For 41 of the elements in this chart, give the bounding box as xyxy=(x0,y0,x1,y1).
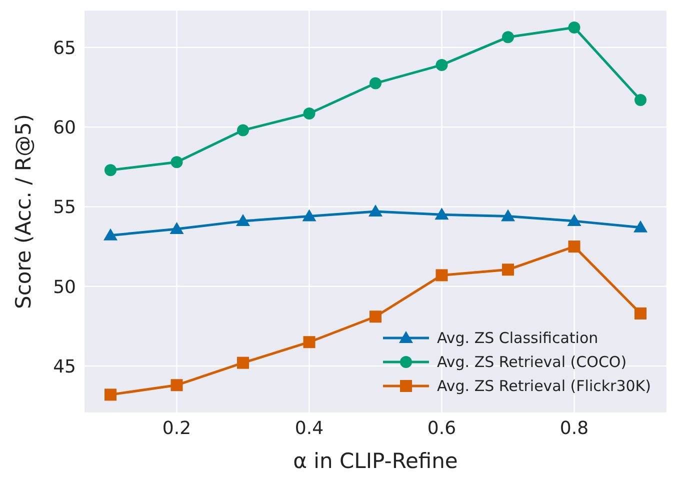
x-tick-label: 0.2 xyxy=(162,418,192,439)
point xyxy=(502,31,514,44)
point xyxy=(568,22,580,34)
y-tick-label: 65 xyxy=(53,38,76,59)
point xyxy=(303,336,316,348)
point xyxy=(237,124,249,136)
point xyxy=(303,108,316,120)
y-tick-label: 55 xyxy=(53,197,76,218)
point xyxy=(436,58,448,71)
point xyxy=(568,240,580,253)
point xyxy=(236,214,250,226)
x-tick-label: 0.4 xyxy=(294,418,324,439)
point xyxy=(170,379,183,392)
y-tick-label: 45 xyxy=(53,356,76,378)
x-tick-label: 0.8 xyxy=(560,418,589,439)
point xyxy=(104,228,118,240)
point xyxy=(237,356,249,369)
point xyxy=(302,209,316,222)
point xyxy=(634,220,648,232)
point xyxy=(370,77,382,90)
point xyxy=(634,94,646,106)
point xyxy=(104,164,116,176)
point xyxy=(104,388,116,401)
y-tick-label: 60 xyxy=(53,117,76,138)
point xyxy=(370,310,382,323)
point xyxy=(434,208,449,220)
x-axis-title: α in CLIP-Refine xyxy=(293,449,458,473)
point xyxy=(170,222,184,234)
point xyxy=(501,209,515,222)
point xyxy=(436,269,448,282)
point xyxy=(502,264,514,276)
legend-label: Avg. ZS Retrieval (COCO) xyxy=(437,353,627,371)
point xyxy=(567,214,582,226)
point xyxy=(368,204,382,216)
point xyxy=(634,307,646,320)
y-axis-title: Score (Acc. / R@5) xyxy=(11,114,36,310)
legend-label: Avg. ZS Classification xyxy=(437,329,598,347)
x-tick-label: 0.6 xyxy=(427,418,456,439)
point xyxy=(170,156,183,168)
legend-label: Avg. ZS Retrieval (Flickr30K) xyxy=(437,377,651,395)
y-tick-label: 50 xyxy=(53,276,76,298)
